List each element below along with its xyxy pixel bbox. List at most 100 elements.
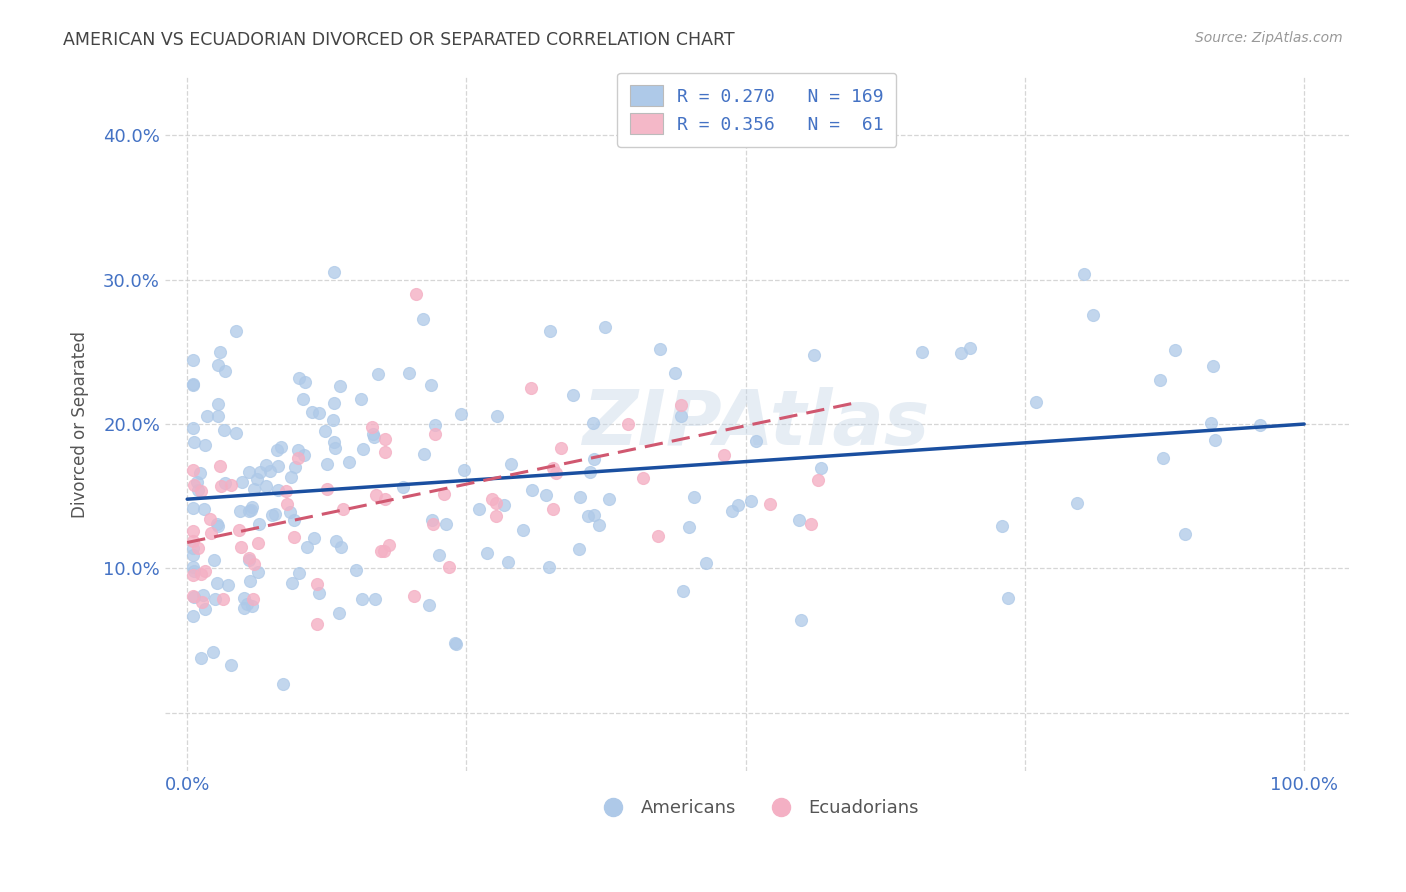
Point: [450, 408, 472, 422]
Point: [492, 498, 515, 512]
Point: [201, 645, 224, 659]
Point: [254, 458, 277, 472]
Point: [266, 442, 288, 457]
Point: [425, 427, 447, 442]
Point: [187, 541, 209, 556]
Text: AMERICAN VS ECUADORIAN DIVORCED OR SEPARATED CORRELATION CHART: AMERICAN VS ECUADORIAN DIVORCED OR SEPAR…: [63, 31, 735, 49]
Point: [183, 590, 205, 604]
Point: [950, 346, 973, 360]
Point: [361, 427, 384, 442]
Point: [238, 504, 260, 518]
Point: [568, 541, 591, 556]
Point: [669, 409, 692, 423]
Point: [214, 475, 236, 490]
Point: [422, 517, 444, 532]
Text: Source: ZipAtlas.com: Source: ZipAtlas.com: [1195, 31, 1343, 45]
Point: [1204, 434, 1226, 448]
Point: [678, 520, 700, 534]
Point: [191, 595, 214, 609]
Point: [420, 378, 443, 392]
Point: [467, 501, 489, 516]
Point: [546, 466, 568, 480]
Point: [305, 616, 328, 631]
Point: [959, 341, 981, 355]
Point: [284, 459, 307, 474]
Point: [231, 475, 253, 489]
Point: [759, 497, 782, 511]
Point: [233, 600, 256, 615]
Point: [997, 591, 1019, 606]
Point: [538, 325, 561, 339]
Point: [202, 553, 225, 567]
Point: [713, 448, 735, 462]
Point: [373, 491, 395, 506]
Point: [183, 564, 205, 578]
Point: [512, 523, 534, 537]
Point: [181, 548, 204, 562]
Point: [294, 375, 316, 389]
Point: [259, 465, 281, 479]
Point: [217, 578, 239, 592]
Point: [267, 458, 290, 473]
Point: [1066, 496, 1088, 510]
Point: [270, 440, 292, 454]
Point: [537, 560, 560, 574]
Point: [181, 377, 204, 392]
Point: [283, 529, 305, 543]
Point: [485, 508, 508, 523]
Point: [541, 460, 564, 475]
Point: [360, 420, 382, 434]
Point: [344, 563, 367, 577]
Point: [534, 488, 557, 502]
Point: [239, 574, 262, 588]
Point: [271, 677, 294, 691]
Point: [579, 465, 602, 479]
Point: [404, 589, 426, 603]
Point: [807, 473, 830, 487]
Point: [434, 516, 457, 531]
Point: [207, 409, 229, 424]
Point: [437, 560, 460, 574]
Point: [287, 451, 309, 466]
Point: [301, 405, 323, 419]
Point: [194, 564, 217, 578]
Point: [682, 490, 704, 504]
Point: [1249, 417, 1271, 432]
Point: [581, 416, 603, 430]
Point: [276, 483, 298, 498]
Point: [363, 430, 385, 444]
Point: [325, 534, 347, 549]
Point: [672, 584, 695, 599]
Point: [576, 509, 599, 524]
Point: [787, 513, 810, 527]
Point: [444, 636, 467, 650]
Point: [195, 409, 218, 423]
Point: [225, 426, 247, 441]
Y-axis label: Divorced or Separated: Divorced or Separated: [72, 331, 89, 517]
Point: [207, 519, 229, 533]
Point: [1073, 267, 1095, 281]
Point: [329, 540, 352, 554]
Point: [247, 536, 270, 550]
Point: [181, 541, 204, 555]
Point: [316, 457, 339, 471]
Point: [190, 567, 212, 582]
Point: [187, 483, 209, 497]
Point: [598, 491, 620, 506]
Point: [305, 577, 328, 591]
Point: [1081, 308, 1104, 322]
Point: [484, 496, 506, 510]
Point: [1152, 451, 1174, 466]
Point: [238, 465, 260, 479]
Point: [181, 524, 204, 539]
Point: [329, 379, 352, 393]
Point: [374, 444, 396, 458]
Text: ZIPAtlas: ZIPAtlas: [583, 387, 931, 461]
Point: [209, 479, 232, 493]
Point: [332, 501, 354, 516]
Point: [288, 566, 311, 581]
Point: [647, 529, 669, 543]
Point: [1174, 527, 1197, 541]
Point: [191, 588, 214, 602]
Point: [194, 437, 217, 451]
